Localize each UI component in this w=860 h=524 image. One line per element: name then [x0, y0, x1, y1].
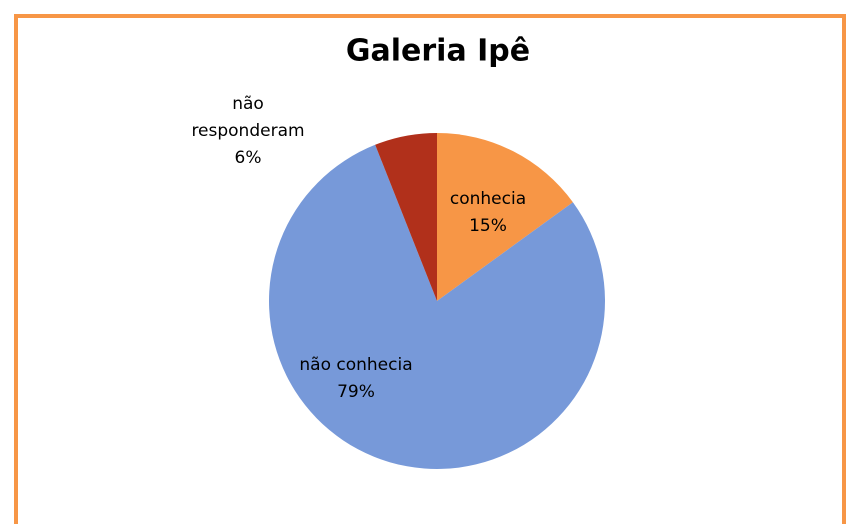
- slice-category: não conhecia: [299, 355, 413, 375]
- slice-label: conhecia 15%: [433, 186, 543, 240]
- pie-slice: [437, 133, 573, 301]
- slice-value: 79%: [337, 382, 375, 402]
- slice-label: não conhecia 79%: [276, 352, 436, 406]
- chart-title: Galeria Ipê: [346, 34, 530, 69]
- slice-value: 6%: [234, 148, 262, 168]
- pie-slice: [375, 133, 437, 301]
- slice-category: não responderam: [191, 94, 305, 141]
- frame: [14, 14, 846, 524]
- slice-label: não responderam 6%: [188, 91, 308, 172]
- pie-slice: [269, 144, 605, 469]
- slice-category: conhecia: [449, 189, 527, 209]
- slice-value: 15%: [469, 216, 507, 236]
